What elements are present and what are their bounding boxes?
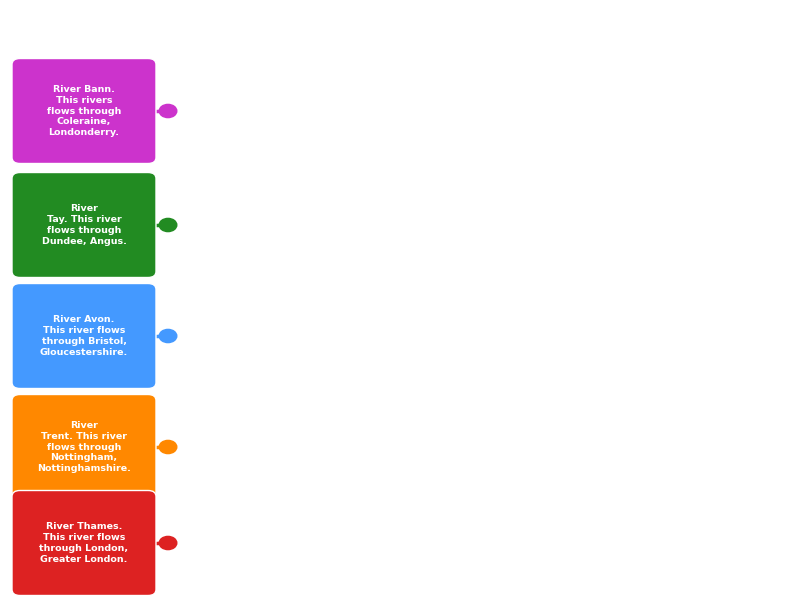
Text: River Thames.
This river flows
through London,
Greater London.: River Thames. This river flows through L…	[39, 523, 129, 563]
Text: River
Tay. This river
flows through
Dundee, Angus.: River Tay. This river flows through Dund…	[42, 205, 126, 245]
FancyBboxPatch shape	[12, 283, 156, 389]
Circle shape	[159, 218, 177, 232]
Text: River Bann.
This rivers
flows through
Coleraine,
Londonderry.: River Bann. This rivers flows through Co…	[47, 85, 121, 137]
Circle shape	[159, 536, 177, 550]
Circle shape	[159, 440, 177, 454]
FancyBboxPatch shape	[12, 395, 156, 499]
FancyBboxPatch shape	[12, 491, 156, 595]
Circle shape	[159, 104, 177, 118]
Circle shape	[159, 329, 177, 343]
FancyBboxPatch shape	[12, 173, 156, 277]
FancyBboxPatch shape	[12, 59, 156, 164]
Text: River Avon.
This river flows
through Bristol,
Gloucestershire.: River Avon. This river flows through Bri…	[40, 316, 128, 356]
Text: River
Trent. This river
flows through
Nottingham,
Nottinghamshire.: River Trent. This river flows through No…	[37, 421, 131, 473]
